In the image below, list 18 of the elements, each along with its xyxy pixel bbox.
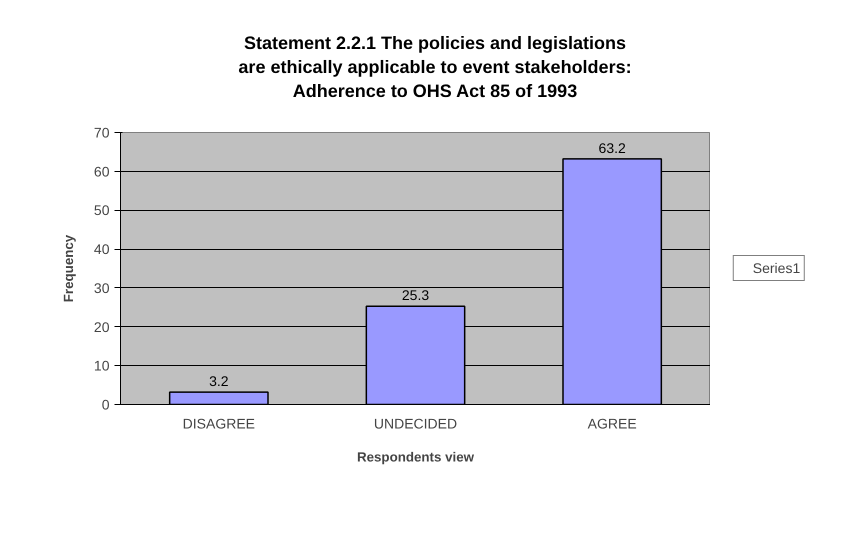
y-tick-label: 20 [94,318,110,335]
data-label: 3.2 [209,373,229,390]
y-tick-label: 40 [94,241,110,258]
text: Series1 [752,260,800,276]
data-label: 25.3 [402,287,430,304]
y-tick-label: 0 [102,396,110,412]
y-tick-label: 30 [94,280,110,296]
y-tick-label: 60 [94,163,110,180]
y-tick-label: 50 [94,202,110,218]
data-label: 63.2 [598,140,626,156]
y-tick-label: 70 [94,124,110,140]
x-tick-label: AGREE [588,416,637,432]
chart-title: Statement 2.2.1 The policies and legislations are ethically applicable to event stakeholders: Adherence to OHS Act 85 of 1993 [238,32,632,103]
y-tick-label: 10 [94,358,110,374]
y-axis-title: Frequency [60,234,76,302]
x-tick-label: DISAGREE [182,416,256,432]
x-tick-label: UNDECIDED [374,416,458,432]
x-axis-title: Respondents view [356,450,475,464]
